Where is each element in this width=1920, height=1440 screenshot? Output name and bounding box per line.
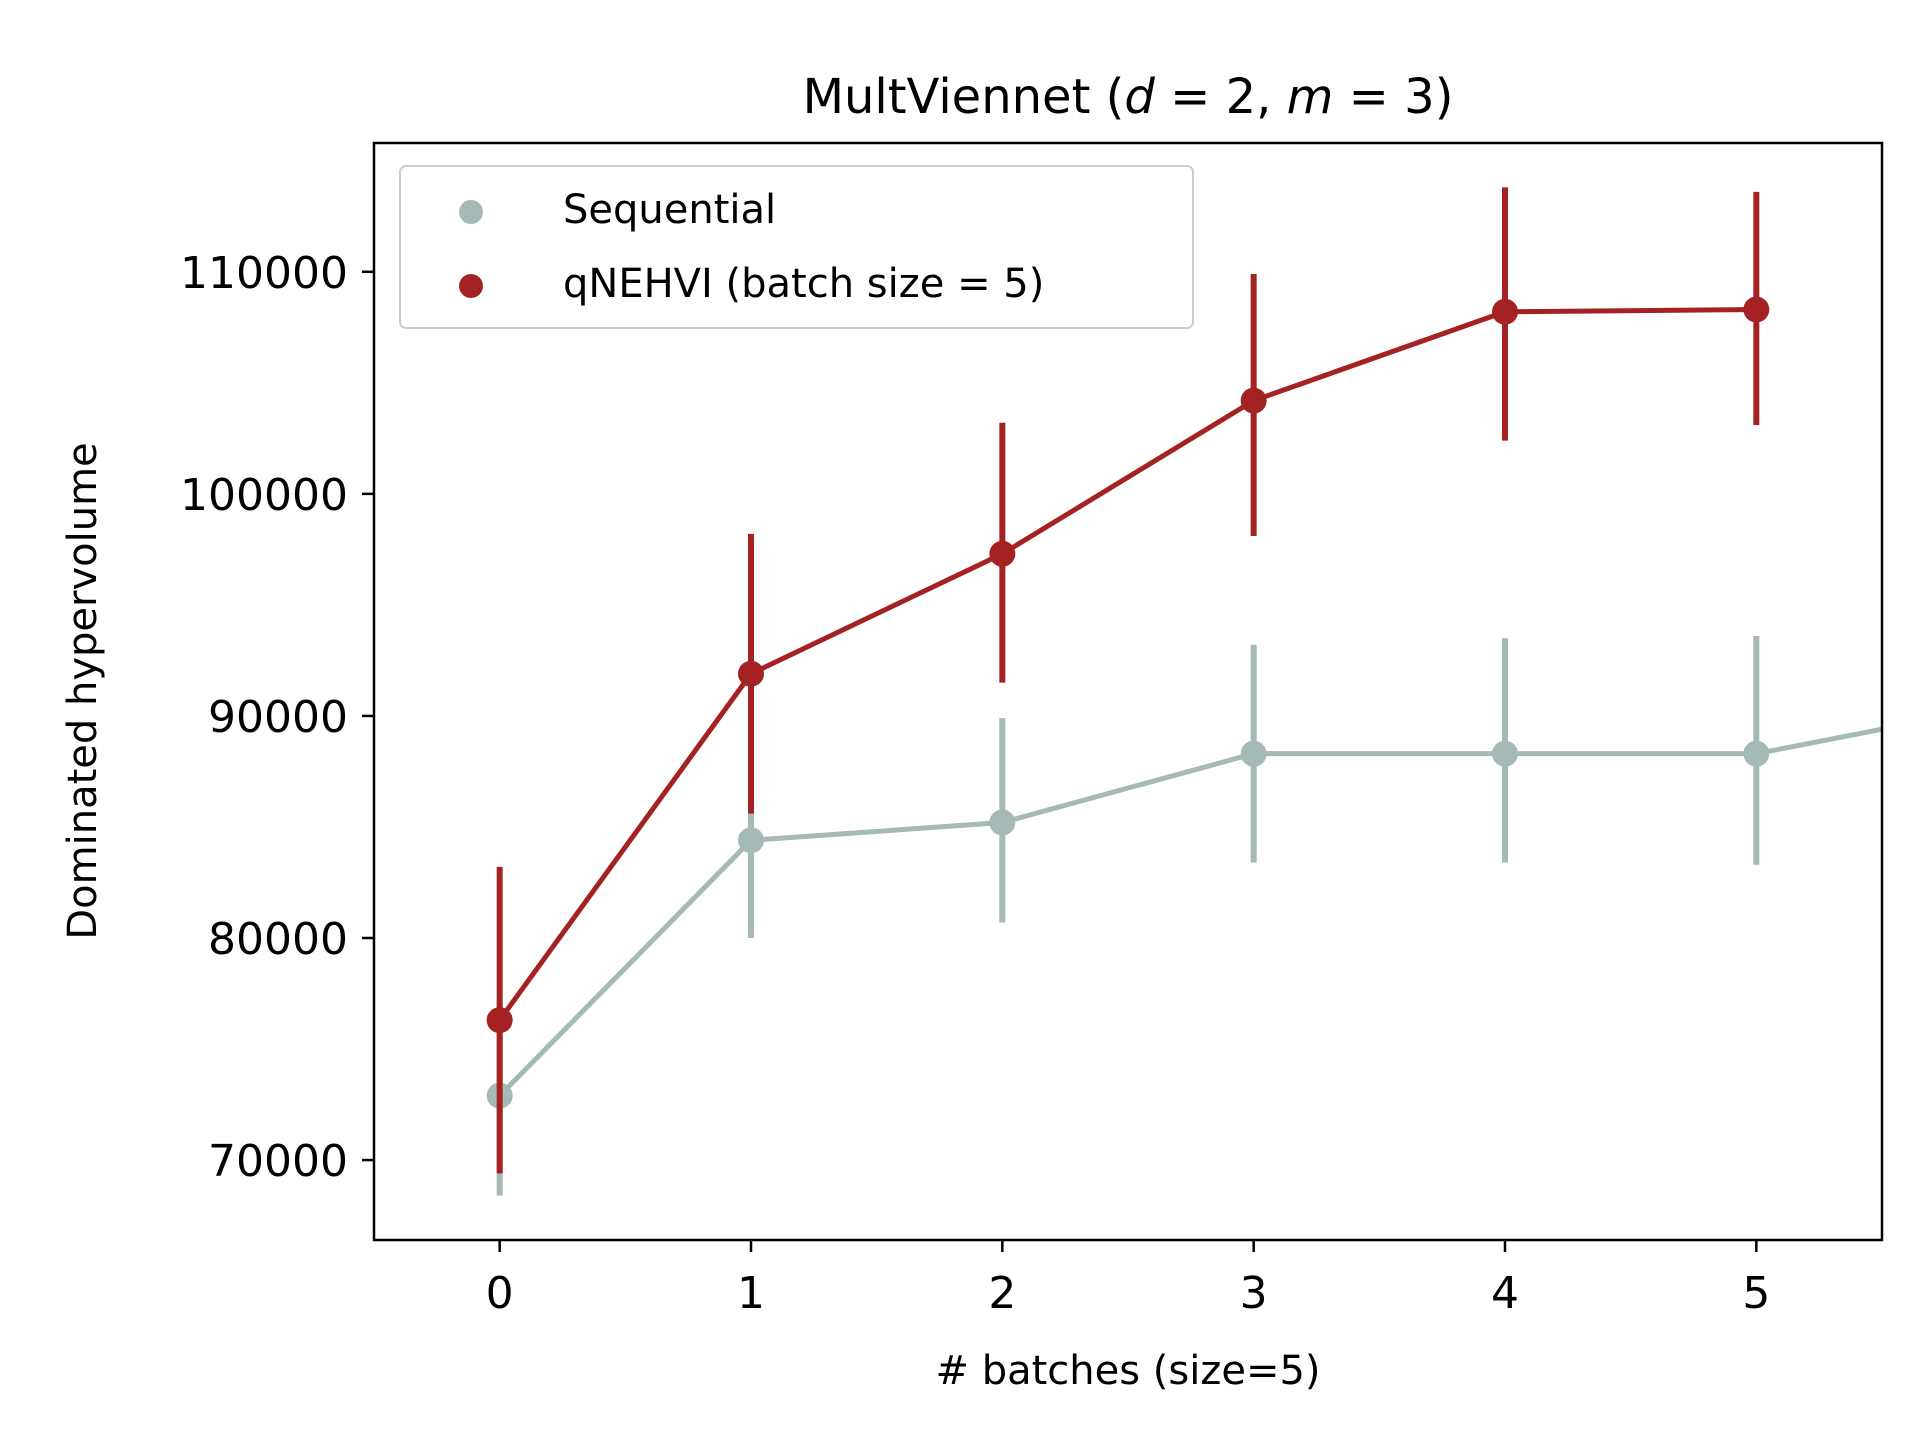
y-tick-label: 70000 xyxy=(208,1136,348,1187)
y-axis-label: Dominated hypervolume xyxy=(60,442,106,939)
x-axis-label: # batches (size=5) xyxy=(935,1348,1320,1394)
series-qnehvi-batch-size-5 xyxy=(486,187,1770,1174)
legend-frame xyxy=(399,165,1194,329)
legend-label-qnehvi: qNEHVI (batch size = 5) xyxy=(563,261,1044,307)
legend-marker-qnehvi xyxy=(459,274,483,298)
data-point-sequential xyxy=(1240,740,1267,767)
data-point-qnehvi-batch-size-5 xyxy=(486,1007,513,1034)
x-tick-label: 3 xyxy=(1240,1268,1268,1319)
data-point-sequential xyxy=(1743,740,1770,767)
series-line-qnehvi-batch-size-5 xyxy=(497,307,1757,1022)
y-axis: 70000 80000 90000 100000 110000 xyxy=(180,248,374,1187)
data-point-sequential xyxy=(738,827,764,854)
legend: Sequential qNEHVI (batch size = 5) xyxy=(399,165,1194,329)
y-tick-label: 80000 xyxy=(208,914,348,965)
axes-frame xyxy=(372,141,1884,1242)
y-tick-label: 110000 xyxy=(180,248,348,299)
x-tick-label: 1 xyxy=(737,1268,765,1319)
data-point-qnehvi-batch-size-5 xyxy=(738,660,764,687)
data-point-qnehvi-batch-size-5 xyxy=(1240,387,1267,414)
y-tick-label: 100000 xyxy=(180,470,348,521)
plot-area xyxy=(486,187,1882,1196)
x-tick-label: 5 xyxy=(1742,1268,1770,1319)
data-point-qnehvi-batch-size-5 xyxy=(1492,298,1518,325)
x-tick-label: 4 xyxy=(1491,1268,1519,1319)
data-point-sequential xyxy=(1492,740,1518,767)
data-point-qnehvi-batch-size-5 xyxy=(989,540,1016,567)
series-sequential xyxy=(486,635,1882,1196)
x-tick-label: 2 xyxy=(988,1268,1016,1319)
data-point-sequential xyxy=(989,809,1016,836)
data-point-qnehvi-batch-size-5 xyxy=(1743,296,1770,323)
y-tick-label: 90000 xyxy=(208,692,348,743)
legend-label-sequential: Sequential xyxy=(563,187,776,233)
x-tick-label: 0 xyxy=(486,1268,514,1319)
chart-title: MultViennet (d = 2, m = 3) xyxy=(803,69,1454,125)
x-axis: 0 1 2 3 4 5 xyxy=(486,1240,1770,1319)
series-line-sequential xyxy=(497,726,1882,1098)
legend-marker-sequential xyxy=(459,200,483,224)
